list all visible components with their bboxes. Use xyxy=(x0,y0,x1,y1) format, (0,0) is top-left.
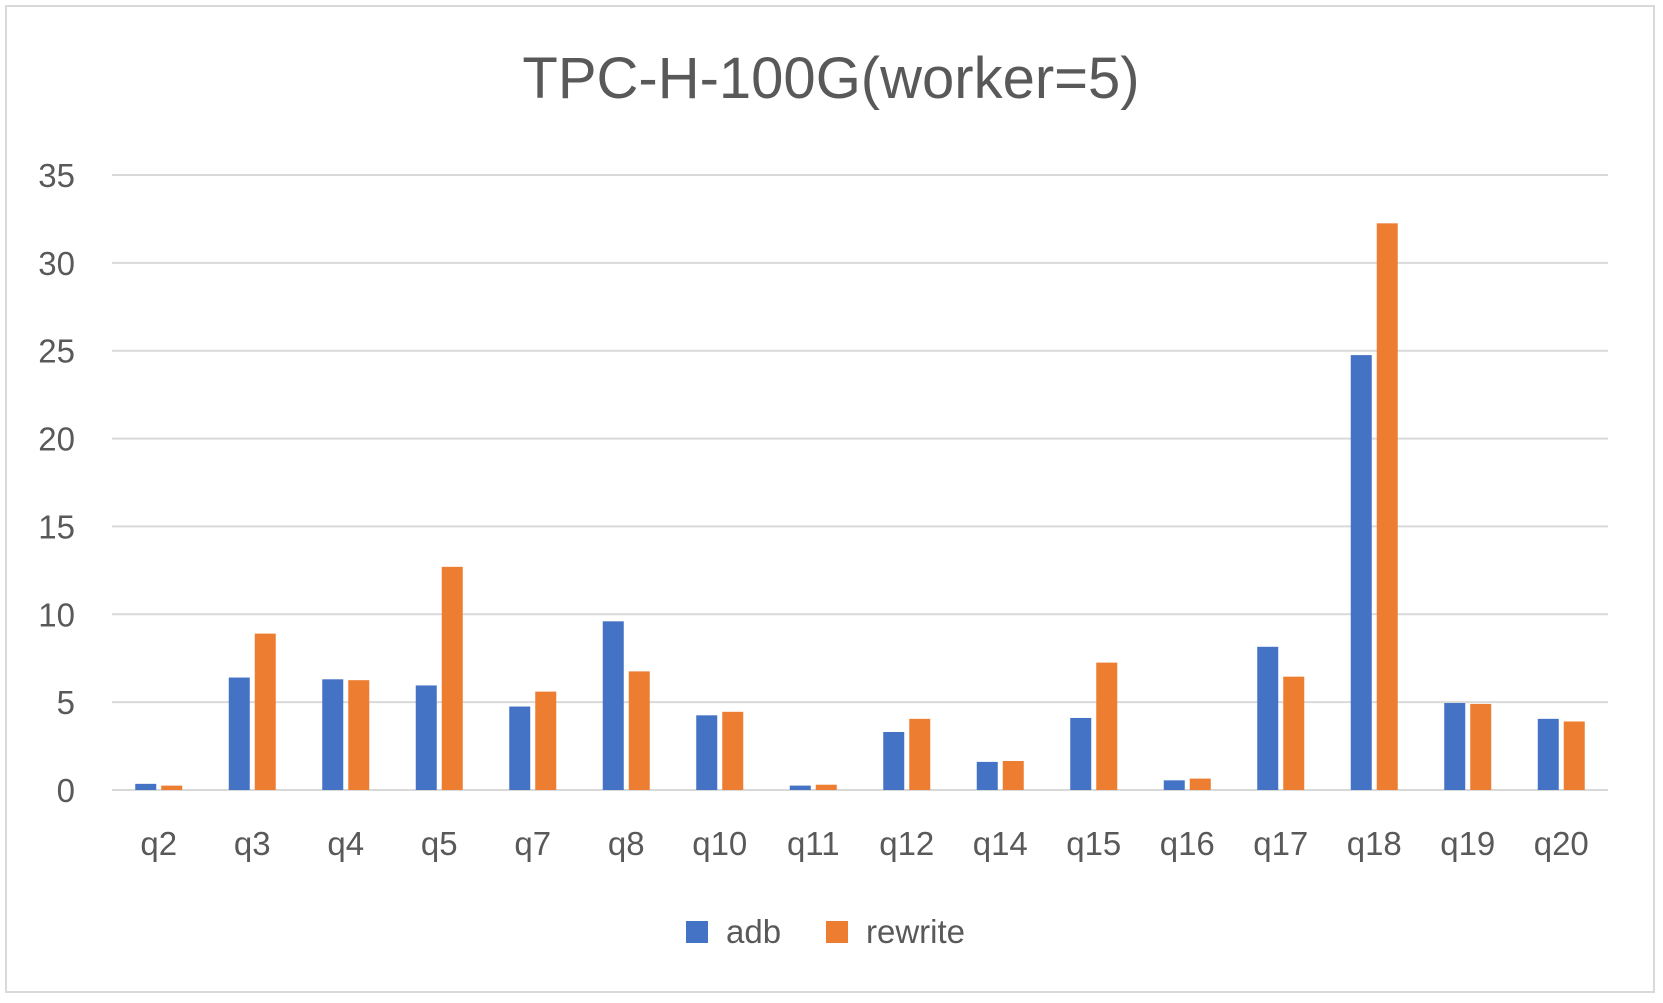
x-tick-label: q16 xyxy=(1160,825,1215,862)
y-tick-label: 5 xyxy=(57,684,75,721)
x-tick-label: q20 xyxy=(1534,825,1589,862)
x-tick-label: q10 xyxy=(692,825,747,862)
bar-adb-q8 xyxy=(602,621,624,790)
y-tick-label: 35 xyxy=(38,157,75,194)
x-tick-label: q7 xyxy=(514,825,551,862)
y-tick-label: 25 xyxy=(38,333,75,370)
x-tick-label: q4 xyxy=(327,825,364,862)
bar-rewrite-q11 xyxy=(815,784,837,790)
bar-rewrite-q12 xyxy=(909,718,931,790)
legend-label-adb: adb xyxy=(726,913,781,950)
y-tick-label: 0 xyxy=(57,772,75,809)
legend-swatch-adb xyxy=(686,921,708,943)
bar-rewrite-q16 xyxy=(1189,778,1211,790)
bar-adb-q14 xyxy=(976,761,998,790)
bar-rewrite-q17 xyxy=(1283,676,1305,790)
bar-rewrite-q10 xyxy=(722,711,744,790)
bar-adb-q19 xyxy=(1444,703,1466,790)
legend: adb rewrite xyxy=(686,913,965,950)
x-tick-label: q3 xyxy=(234,825,271,862)
chart-title: TPC-H-100G(worker=5) xyxy=(522,46,1139,111)
x-tick-label: q15 xyxy=(1066,825,1121,862)
bars xyxy=(135,223,1585,791)
bar-adb-q5 xyxy=(415,685,437,790)
bar-adb-q2 xyxy=(135,783,157,790)
y-tick-label: 15 xyxy=(38,508,75,545)
bar-adb-q18 xyxy=(1350,355,1372,790)
x-tick-label: q19 xyxy=(1440,825,1495,862)
bar-rewrite-q18 xyxy=(1376,223,1398,791)
bar-rewrite-q3 xyxy=(254,633,276,790)
legend-swatch-rewrite xyxy=(826,921,848,943)
bar-adb-q17 xyxy=(1257,646,1279,790)
bar-adb-q10 xyxy=(696,715,718,790)
bar-adb-q7 xyxy=(509,706,531,790)
bar-adb-q4 xyxy=(322,679,344,790)
x-tick-label: q14 xyxy=(973,825,1028,862)
bar-rewrite-q20 xyxy=(1563,721,1585,790)
x-axis-ticks: q2 q3 q4 q5 q7 q8 q10 q11 q12 q14 q15 q16 q17 q18 q19 q… xyxy=(140,825,1588,862)
x-tick-label: q12 xyxy=(879,825,934,862)
bar-rewrite-q8 xyxy=(628,671,650,790)
x-tick-label: q17 xyxy=(1253,825,1308,862)
bar-adb-q3 xyxy=(228,677,250,790)
bar-adb-q16 xyxy=(1163,780,1185,790)
bar-rewrite-q4 xyxy=(348,680,370,790)
x-tick-label: q2 xyxy=(140,825,177,862)
bar-rewrite-q14 xyxy=(1002,761,1024,790)
bar-adb-q11 xyxy=(789,785,811,790)
bar-rewrite-q7 xyxy=(535,691,557,790)
x-tick-label: q11 xyxy=(787,825,840,862)
x-tick-label: q8 xyxy=(608,825,645,862)
bar-adb-q15 xyxy=(1070,717,1092,790)
bar-rewrite-q2 xyxy=(161,785,183,790)
y-axis-ticks: 0 5 10 15 20 25 30 35 xyxy=(38,157,75,809)
y-tick-label: 30 xyxy=(38,245,75,282)
y-tick-label: 10 xyxy=(38,596,75,633)
x-tick-label: q5 xyxy=(421,825,458,862)
y-tick-label: 20 xyxy=(38,421,75,458)
x-tick-label: q18 xyxy=(1347,825,1402,862)
bar-adb-q12 xyxy=(883,732,905,790)
bar-adb-q20 xyxy=(1537,718,1559,790)
legend-label-rewrite: rewrite xyxy=(866,913,965,950)
bar-rewrite-q19 xyxy=(1470,703,1492,790)
bar-rewrite-q15 xyxy=(1096,662,1118,790)
bar-rewrite-q5 xyxy=(441,566,463,790)
